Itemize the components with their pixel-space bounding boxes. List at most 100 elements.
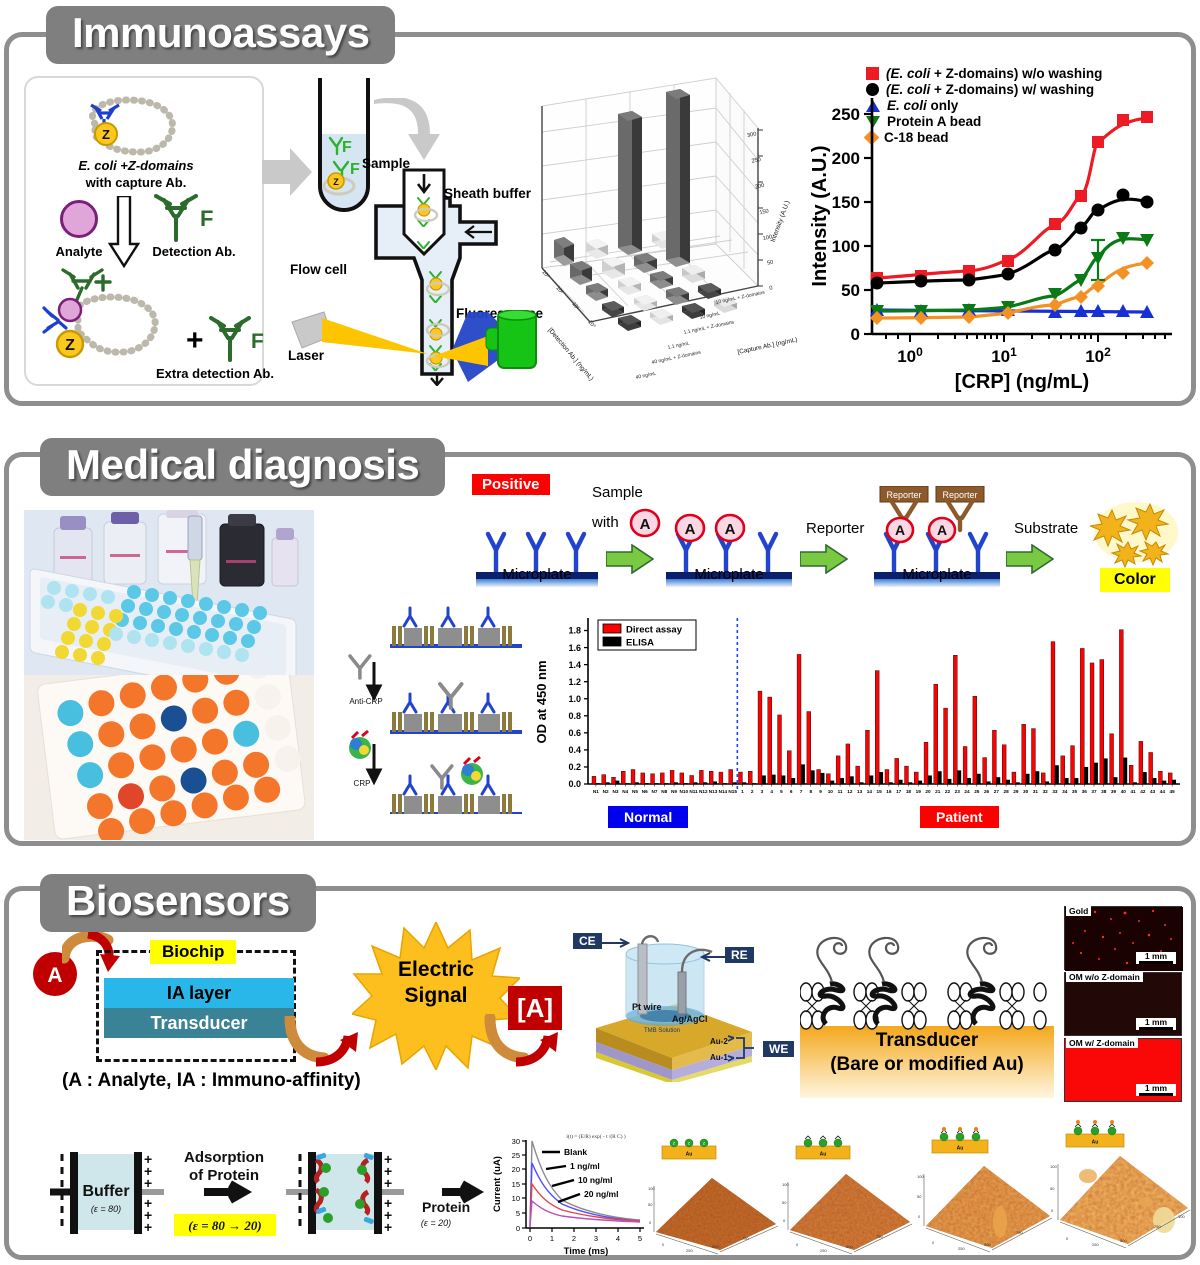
dielectric-diagram: Buffer (ε = 80) + + + + + + Adsorption of Pr… [24,1130,485,1255]
od-bar-elisa [683,783,688,784]
svg-text:A: A [685,521,696,538]
od-bar-elisa [1172,779,1177,784]
svg-text:0.6: 0.6 [568,728,581,738]
od-bar-direct [972,695,978,785]
od-bar-direct [835,755,841,785]
od-bar-elisa [1162,780,1167,784]
od-xtick: 27 [994,789,1000,794]
crp-label: CRP [354,779,371,788]
svg-text:750: 750 [1016,1230,1023,1235]
svg-text:200: 200 [832,149,860,168]
od-bar-direct [611,776,616,785]
membrane-transducer-line2: (Bare or modified Au) [830,1054,1024,1075]
od-bar-direct [1050,641,1056,785]
scalebar-om-without: 1 mm [1136,1017,1176,1031]
positive-badge: Positive [472,474,550,495]
od-xtick: 9 [819,789,822,794]
od-bar-elisa [947,778,952,784]
svg-text:150: 150 [759,208,769,216]
od-bar-elisa [752,783,757,784]
svg-text:750: 750 [876,1234,883,1239]
od-bar-elisa [888,782,893,784]
svg-text:500: 500 [984,1242,991,1247]
sample-tube-illustration: F F Z [312,78,380,218]
svg-text:50: 50 [841,281,860,300]
svg-text:50: 50 [648,1202,653,1207]
svg-text:4: 4 [616,1234,620,1243]
crp-legend: (E. coli + Z-domains) w/o washing (E. co… [863,66,1102,146]
od-xtick: 19 [916,789,922,794]
od-xtick: 3 [761,789,764,794]
od-bar-elisa [644,783,649,784]
svg-text:F: F [200,206,213,231]
od-xtick: 7 [800,789,803,794]
output-concentration-box: [A] [508,986,562,1030]
od-bar-direct [982,757,987,785]
od-bar-elisa [732,782,737,784]
od-xtick: 42 [1140,789,1146,794]
svg-text:1: 1 [550,1234,554,1243]
od-bar-direct [962,746,968,785]
od-bar-direct [640,772,645,785]
od-bar-elisa [615,780,620,784]
od-bar-direct [875,670,880,785]
svg-text:of Protein: of Protein [189,1167,259,1184]
svg-text:A: A [937,522,947,538]
od-bar-direct [1109,733,1114,785]
svg-text:A: A [640,516,651,533]
od-xtick: 21 [935,789,941,794]
od-bar-direct [845,743,851,785]
elisa-step3-microplate: Reporter Reporter A A [872,485,1002,595]
membrane-transducer-illustration [799,908,1054,1103]
od-bar-elisa [693,782,698,784]
svg-text:250: 250 [751,157,761,165]
legend-item: C-18 bead [863,129,1102,146]
svg-text:250: 250 [820,1248,827,1253]
od-xtick: 4 [770,789,773,794]
svg-text:50: 50 [1050,1186,1055,1191]
od-bar-elisa [722,783,727,784]
svg-text:Z: Z [102,127,110,142]
svg-text:40 ng/mL + Z-domains: 40 ng/mL + Z-domains [651,350,702,366]
od-bar-direct [884,769,890,785]
echem-cell-illustration: Pt wire Ag/AgCl TMB Solution Au-2 Au-1 [586,932,766,1087]
od-xtick: 13 [857,789,863,794]
hollow-down-arrow-icon [107,194,141,275]
analyte-circle [60,200,98,238]
protein-label-svg: Protein [422,1199,470,1215]
electric-signal-star [350,920,522,1075]
color-burst-illustration [1088,498,1182,573]
od-bar-elisa [908,782,913,784]
ce-arrow-icon [596,936,636,954]
od-xtick: 5 [780,789,783,794]
od-bar-elisa [1064,778,1069,784]
series-label-10ng: 10 ng/ml [578,1175,612,1185]
od-bar-direct [1099,659,1104,785]
square-marker-icon [866,67,879,80]
od-bar-elisa [986,781,991,784]
ecoli-label-line2: with capture Ab. [85,175,187,190]
svg-text:0: 0 [851,325,860,344]
od-xtick: N15 [728,789,737,794]
chart-3d-intensity: 0 50 100 150 200 250 300 Intensity (A.U.) [520,72,810,384]
svg-text:Z: Z [673,1141,676,1146]
od-bar-direct [1119,629,1124,785]
svg-text:+: + [144,1163,152,1179]
svg-text:0: 0 [918,1214,921,1219]
svg-text:TMB Solution: TMB Solution [644,1028,680,1034]
od-bar-direct [748,771,753,785]
svg-text:50: 50 [767,260,774,267]
ce-label: CE [572,932,603,950]
svg-text:+: + [384,1219,392,1235]
immune-complex-illustration: Z [36,268,186,378]
chart3d-zlabel: Intensity (A.U.) [770,200,791,243]
afm-image-4: 100 50 0 0 250 500 750 100 Au [1046,1120,1192,1258]
chart-current-time: 0 5 10 15 20 25 30 0 1 2 3 4 5 Time (ms) Current … [488,1128,660,1263]
section-title-medical-diagnosis: Medical diagnosis [40,438,446,496]
curved-red-arrow-2-icon [284,1012,362,1075]
svg-text:100: 100 [897,345,923,366]
svg-text:50: 50 [917,1194,922,1199]
od-xtick: 43 [1150,789,1156,794]
we-label: WE [762,1040,796,1058]
od-bar-elisa [996,777,1001,784]
